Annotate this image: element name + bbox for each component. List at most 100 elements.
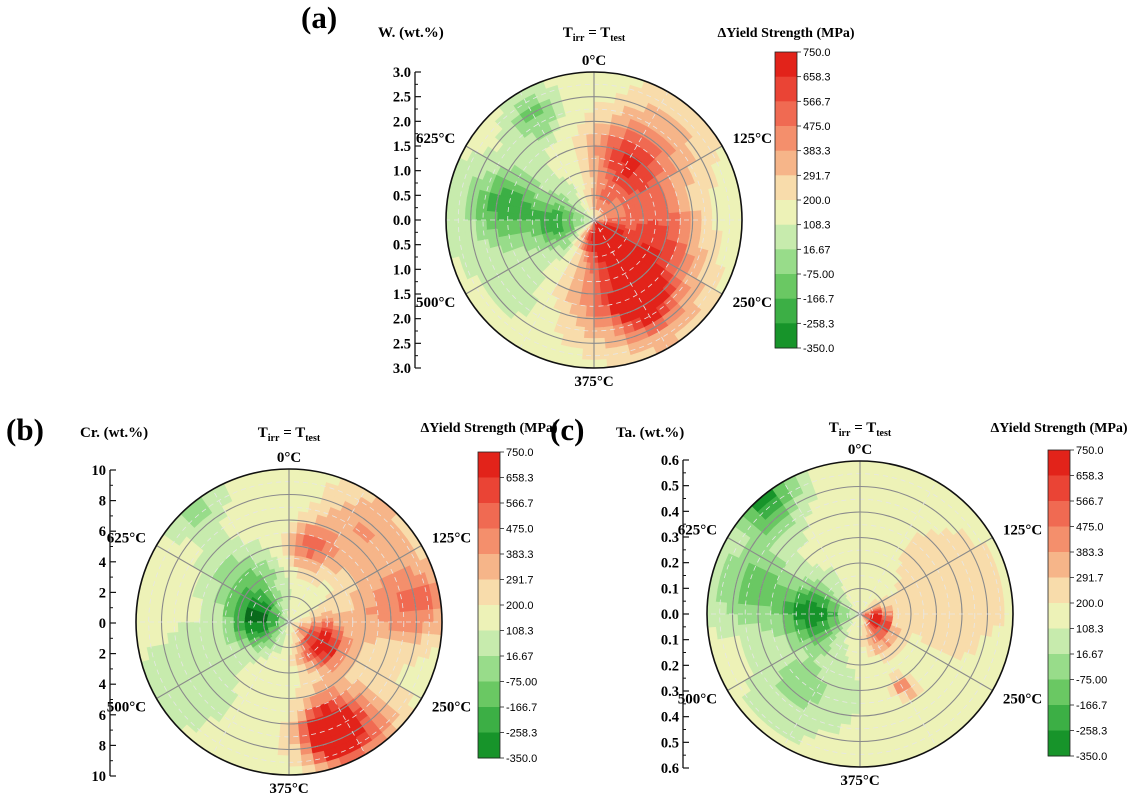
radial-tick-label: 0.6: [661, 761, 679, 777]
radial-tick-label: 8: [99, 494, 106, 510]
colorbar-swatch: [478, 656, 500, 682]
colorbar-swatch: [478, 503, 500, 529]
angle-label-250: 250°C: [432, 700, 471, 716]
colorbar-tick-label: 200.0: [1076, 598, 1104, 610]
angle-label-500: 500°C: [107, 700, 146, 716]
angle-label-625: 625°C: [416, 131, 455, 147]
angle-label-250: 250°C: [1003, 692, 1042, 708]
colorbar-swatch: [1048, 654, 1070, 680]
colorbar-swatch: [1048, 628, 1070, 655]
colorbar-swatch: [775, 150, 797, 176]
radial-tick-label: 0.5: [393, 238, 411, 254]
radial-tick-label: 2: [99, 647, 106, 663]
radial-tick-label: 3.0: [393, 361, 411, 377]
colorbar-tick-label: -75.00: [803, 269, 834, 281]
colorbar-tick-label: 108.3: [506, 626, 534, 638]
radial-tick-label: 0.2: [661, 556, 679, 572]
colorbar-tick-label: 566.7: [1076, 496, 1104, 508]
radial-tick-label: 6: [99, 708, 106, 724]
radial-tick-label: 1.5: [393, 287, 411, 303]
colorbar-tick-label: 566.7: [506, 498, 534, 510]
colorbar: ΔYield Strength (MPa) 750.0 658.3 566.7 475.…: [420, 421, 557, 765]
radial-tick-label: 0.1: [661, 633, 679, 649]
colorbar-tick-label: 475.0: [506, 524, 534, 536]
colorbar-tick-label: -350.0: [506, 753, 537, 765]
colorbar-tick-label: 291.7: [803, 170, 831, 182]
colorbar-swatch: [775, 274, 797, 300]
radial-tick-label: 2: [99, 585, 106, 601]
colorbar-tick-label: 16.67: [803, 244, 831, 256]
colorbar-swatch: [478, 554, 500, 580]
colorbar-swatch: [478, 605, 500, 631]
radial-tick-label: 10: [92, 463, 107, 479]
radial-tick-label: 0.4: [661, 710, 679, 726]
colorbar-tick-label: -75.00: [1076, 675, 1107, 687]
heatmap-field: [446, 72, 742, 368]
radial-tick-label: 4: [99, 677, 106, 693]
colorbar-swatch: [478, 707, 500, 733]
colorbar-tick-label: -166.7: [1076, 700, 1107, 712]
colorbar-tick-label: -350.0: [803, 343, 834, 355]
colorbar-tick-label: -258.3: [506, 728, 537, 740]
angle-label-625: 625°C: [678, 523, 717, 539]
radial-tick-label: 0.2: [661, 658, 679, 674]
colorbar-tick-label: 658.3: [506, 473, 534, 485]
angle-label-125: 125°C: [733, 131, 772, 147]
colorbar-swatch: [1048, 475, 1070, 502]
radial-tick-label: 2.5: [393, 90, 411, 106]
radial-tick-label: 10: [92, 769, 107, 785]
radial-tick-label: 0.6: [661, 453, 679, 469]
colorbar-tick-label: 108.3: [803, 220, 831, 232]
radial-tick-label: 3.0: [393, 65, 411, 81]
condition-label: Tirr = Ttest: [258, 425, 321, 444]
polar-boundary: [445, 71, 743, 369]
radial-tick-label: 1.0: [393, 262, 411, 278]
colorbar-swatch: [478, 630, 500, 657]
colorbar-swatch: [775, 224, 797, 250]
colorbar-swatch: [775, 76, 797, 102]
angle-label-375: 375°C: [840, 773, 879, 789]
angle-label-375: 375°C: [574, 374, 613, 390]
angle-label-0: 0°C: [848, 442, 872, 458]
colorbar: ΔYield Strength (MPa) 750.0 658.3 566.7 475.…: [990, 421, 1127, 763]
colorbar-title: ΔYield Strength (MPa): [990, 421, 1127, 436]
radial-axis: 3.0 2.5 2.0 1.5 1.0 0.5 0.0 0.5 1.0 1.5 2.0 2.5 3.0: [393, 65, 421, 377]
panel-label: (c): [550, 412, 584, 447]
colorbar-swatch: [478, 732, 500, 759]
colorbar-tick-label: 291.7: [506, 575, 534, 587]
angle-label-625: 625°C: [107, 531, 146, 547]
colorbar-tick-label: 750.0: [506, 447, 534, 459]
colorbar-swatch: [775, 249, 797, 275]
colorbar-swatch: [478, 528, 500, 555]
radial-tick-label: 0: [99, 616, 106, 632]
panel-c: (c) Ta. (wt.%) Tirr = Ttest 0°C 125°C 250°C 37…: [550, 412, 1128, 789]
panel-a: (a) W. (wt.%) Tirr = Ttest 0°C 125°C 250°C 375…: [301, 0, 855, 390]
radial-tick-label: 2.0: [393, 114, 411, 130]
radial-axis-label: Ta. (wt.%): [616, 425, 684, 441]
colorbar-swatch: [478, 452, 500, 478]
colorbar-swatch: [775, 200, 797, 226]
condition-label: Tirr = Ttest: [563, 25, 626, 44]
angle-label-375: 375°C: [269, 781, 308, 796]
angle-label-500: 500°C: [678, 692, 717, 708]
colorbar-tick-label: -258.3: [1076, 726, 1107, 738]
radial-tick-label: 0.3: [661, 530, 679, 546]
condition-label: Tirr = Ttest: [829, 420, 892, 439]
radial-tick-label: 0.5: [661, 735, 679, 751]
colorbar-tick-label: -166.7: [803, 294, 834, 306]
colorbar-tick-label: -258.3: [803, 318, 834, 330]
radial-axis: 0.6 0.5 0.4 0.3 0.2 0.1 0.0 0.1 0.2 0.3 0.4 0.5 0.6: [661, 453, 689, 777]
colorbar-swatch: [1048, 526, 1070, 553]
colorbar-tick-label: 750.0: [1076, 445, 1104, 457]
colorbar-title: ΔYield Strength (MPa): [420, 421, 557, 436]
angle-label-250: 250°C: [733, 295, 772, 311]
heatmap-field: [136, 469, 442, 775]
panel-label: (b): [6, 412, 44, 447]
colorbar-tick-label: 566.7: [803, 96, 831, 108]
colorbar-swatch: [1048, 501, 1070, 527]
radial-tick-label: 4: [99, 555, 106, 571]
colorbar-swatch: [775, 298, 797, 324]
colorbar-swatch: [478, 579, 500, 606]
colorbar-title: ΔYield Strength (MPa): [717, 26, 854, 41]
